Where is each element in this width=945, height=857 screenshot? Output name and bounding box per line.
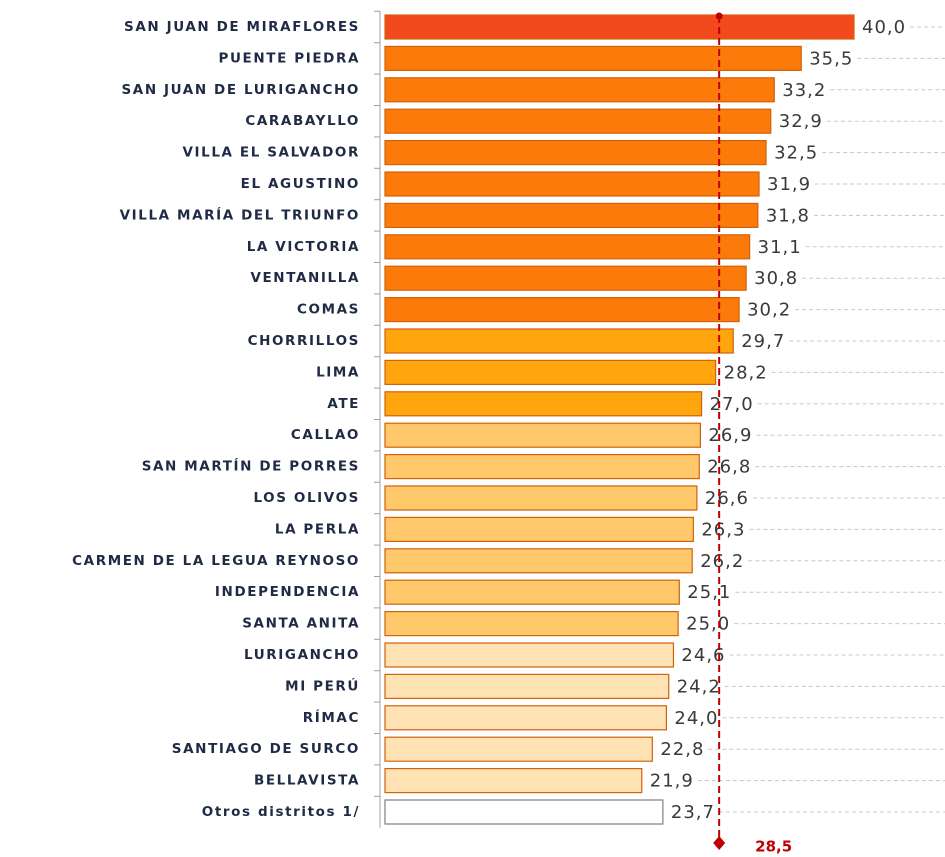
bar <box>384 579 680 605</box>
bar <box>384 454 700 480</box>
value-label: 25,0 <box>686 614 730 635</box>
bar <box>384 45 802 72</box>
category-label: COMAS <box>297 302 360 318</box>
value-label: 32,5 <box>774 143 818 164</box>
value-label: 23,7 <box>671 802 715 823</box>
bar <box>384 736 653 762</box>
category-label: CARMEN DE LA LEGUA REYNOSO <box>72 553 360 569</box>
category-label: LIMA <box>316 364 360 380</box>
value-label: 24,2 <box>677 676 721 697</box>
value-label: 24,0 <box>674 708 718 729</box>
value-label: 24,6 <box>681 645 725 666</box>
bar <box>384 297 740 323</box>
bar <box>384 108 772 134</box>
category-label: LA PERLA <box>275 521 360 537</box>
category-label: VENTANILLA <box>250 270 360 286</box>
category-label: EL AGUSTINO <box>241 176 360 192</box>
value-label: 32,9 <box>779 111 823 132</box>
value-label: 25,1 <box>687 582 731 603</box>
value-label: 31,1 <box>758 237 802 258</box>
bar <box>384 516 694 543</box>
value-label: 22,8 <box>660 739 704 760</box>
category-label: SAN MARTÍN DE PORRES <box>142 458 360 475</box>
value-label: 21,9 <box>650 771 694 792</box>
bar <box>384 265 747 291</box>
bar <box>384 548 693 574</box>
category-label: BELLAVISTA <box>254 773 360 789</box>
category-label: ATE <box>327 396 360 412</box>
value-label: 26,3 <box>701 519 745 540</box>
value-label: 26,8 <box>707 457 751 478</box>
bar <box>384 422 702 448</box>
reference-label: 28,5 <box>755 838 792 856</box>
reference-marker <box>715 12 723 20</box>
bar <box>384 202 759 228</box>
bar <box>384 799 664 825</box>
category-label: SAN JUAN DE LURIGANCHO <box>121 82 360 98</box>
bar <box>384 673 670 700</box>
bar <box>384 485 698 511</box>
bar <box>384 767 643 794</box>
bar <box>384 328 734 354</box>
category-label: LOS OLIVOS <box>253 490 360 506</box>
category-label: INDEPENDENCIA <box>215 584 360 600</box>
bar <box>384 171 760 197</box>
value-label: 31,9 <box>767 174 811 195</box>
category-label: PUENTE PIEDRA <box>219 50 361 66</box>
value-label: 40,0 <box>862 17 906 38</box>
value-label: 30,8 <box>754 268 798 289</box>
bar <box>384 359 717 385</box>
value-label: 26,2 <box>700 551 744 572</box>
value-label: 29,7 <box>741 331 785 352</box>
category-label: VILLA EL SALVADOR <box>182 145 360 161</box>
value-label: 27,0 <box>710 394 754 415</box>
bar <box>384 14 855 40</box>
category-label: LURIGANCHO <box>244 647 360 663</box>
category-label: CHORRILLOS <box>248 333 360 349</box>
category-label: SANTIAGO DE SURCO <box>172 741 360 757</box>
category-label: Otros distritos 1/ <box>202 804 360 820</box>
bar <box>384 391 703 417</box>
bar <box>384 140 767 166</box>
value-label: 35,5 <box>809 48 853 69</box>
category-label: RÍMAC <box>303 709 360 726</box>
value-label: 31,8 <box>766 205 810 226</box>
bar <box>384 77 775 103</box>
bar <box>384 642 675 668</box>
category-label: CARABAYLLO <box>245 113 360 129</box>
bar <box>384 234 751 260</box>
value-label: 26,9 <box>708 425 752 446</box>
bar <box>384 705 667 731</box>
value-label: 33,2 <box>782 80 826 101</box>
category-label: CALLAO <box>291 427 360 443</box>
category-label: SANTA ANITA <box>242 616 360 632</box>
category-label: SAN JUAN DE MIRAFLORES <box>124 19 360 35</box>
category-label: VILLA MARÍA DEL TRIUNFO <box>120 206 360 223</box>
value-label: 26,6 <box>705 488 749 509</box>
reference-marker <box>713 836 726 850</box>
category-label: LA VICTORIA <box>247 239 360 255</box>
value-label: 28,2 <box>724 362 768 383</box>
bar <box>384 610 679 637</box>
value-label: 30,2 <box>747 300 791 321</box>
category-label: MI PERÚ <box>285 676 360 694</box>
